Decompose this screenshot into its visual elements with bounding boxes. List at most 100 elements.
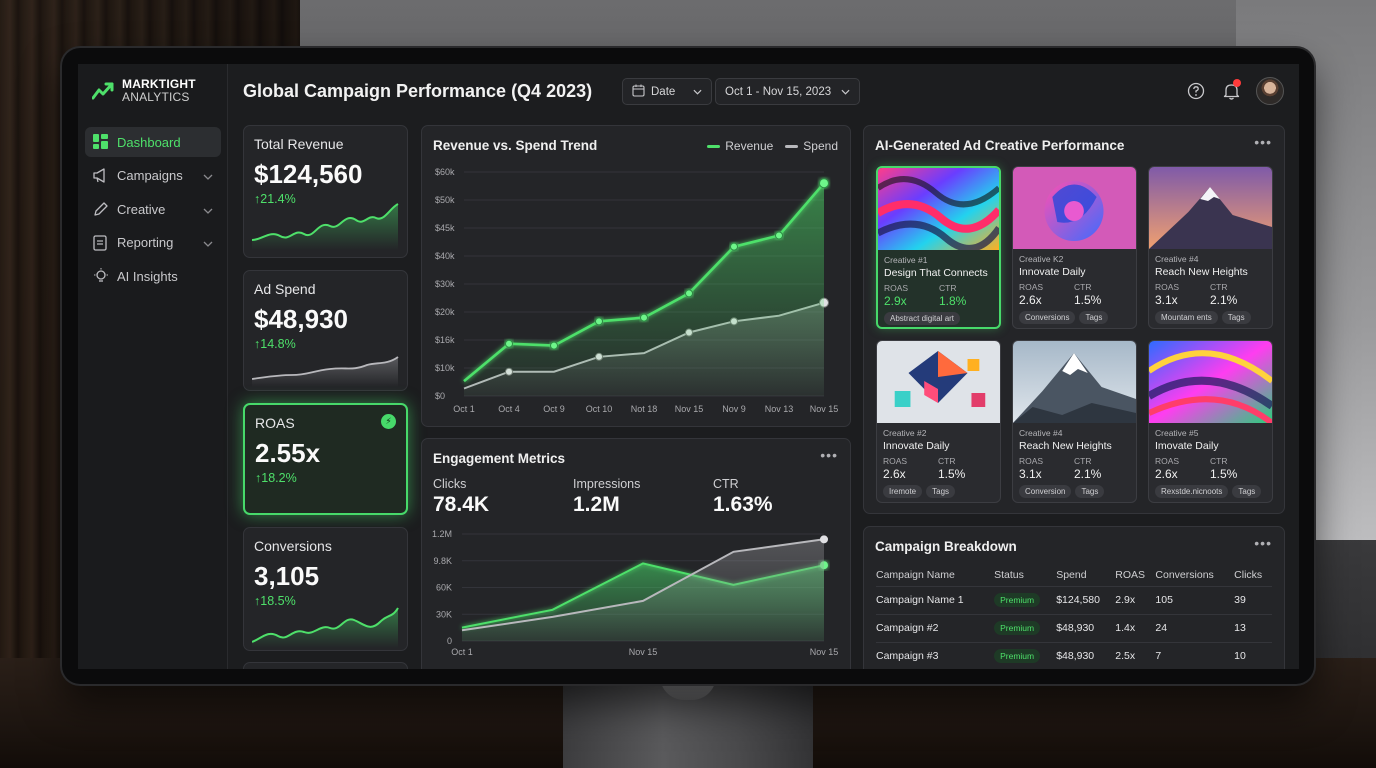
creative-tag[interactable]: Rexstde.nicnoots bbox=[1155, 485, 1229, 498]
help-icon[interactable] bbox=[1185, 80, 1207, 102]
creative-tag[interactable]: Tags bbox=[1075, 485, 1105, 498]
x-tick-label: Oct 9 bbox=[543, 404, 565, 414]
data-point[interactable] bbox=[819, 178, 829, 189]
creative-tag[interactable]: Iremote bbox=[883, 485, 923, 498]
column-header[interactable]: Conversions bbox=[1155, 568, 1214, 581]
engagement-chart[interactable]: 0 30K 60K 9.8K 1.2M Oct 1 Nov 15 Nov 15 bbox=[422, 439, 852, 669]
revenue-spend-chart[interactable]: $0 $10k $16k $20k $30k $40k $45k $50k $60k Oct 1 O… bbox=[422, 126, 852, 428]
data-point[interactable] bbox=[730, 242, 738, 251]
creative-card[interactable]: Creative #4 Reach New Heights ROAS CTR 3… bbox=[1148, 166, 1273, 329]
sidebar-nav: Dashboard Campaigns Creative bbox=[85, 127, 221, 295]
creative-thumbnail bbox=[1013, 167, 1136, 249]
data-point[interactable] bbox=[775, 231, 783, 240]
kpi-card-revenue[interactable]: Total Revenue $124,560 ↑21.4% bbox=[243, 125, 408, 258]
creative-card[interactable]: Creative #4 Reach New Heights ROAS CTR 3… bbox=[1012, 340, 1137, 503]
y-tick-label: $45k bbox=[435, 223, 455, 233]
more-options-icon[interactable]: ••• bbox=[820, 447, 838, 463]
creative-ctr-label: CTR bbox=[939, 283, 957, 293]
creative-ctr-value: 2.1% bbox=[1210, 293, 1238, 307]
campaign-breakdown-panel: Campaign Breakdown ••• Campaign Name Stat… bbox=[863, 526, 1285, 669]
spend-sparkline bbox=[252, 356, 399, 387]
chevron-down-icon bbox=[841, 86, 850, 98]
creative-tag[interactable]: Tags bbox=[1232, 485, 1262, 498]
creative-id: Creative K2 bbox=[1019, 254, 1064, 264]
data-point[interactable] bbox=[820, 535, 828, 544]
table-header-row: Campaign Name Status Spend ROAS Conversions C… bbox=[876, 564, 1272, 586]
table-cell: Campaign #3 bbox=[876, 641, 995, 669]
legend-item-spend[interactable]: Spend bbox=[785, 139, 838, 153]
column-header[interactable]: Campaign Name bbox=[876, 568, 955, 581]
creative-tag[interactable]: Conversion bbox=[1019, 485, 1072, 498]
conversions-sparkline bbox=[252, 607, 399, 648]
metric-label: Clicks bbox=[433, 477, 467, 491]
data-point[interactable] bbox=[685, 289, 693, 298]
x-tick-label: Oct 4 bbox=[498, 404, 520, 414]
kpi-card-roas[interactable]: ROAS ⚡ 2.55x ↑18.2% bbox=[243, 403, 408, 515]
sidebar-item-creative[interactable]: Creative bbox=[85, 194, 221, 224]
creative-tag[interactable]: Mountam ents bbox=[1155, 311, 1218, 324]
app-logo[interactable]: MARKTIGHT ANALYTICS bbox=[92, 78, 196, 104]
column-header[interactable]: Status bbox=[994, 568, 1024, 581]
sidebar-item-label: AI Insights bbox=[117, 268, 178, 284]
data-point[interactable] bbox=[640, 313, 648, 322]
kpi-card-partial bbox=[243, 662, 408, 669]
sidebar-item-label: Dashboard bbox=[117, 134, 181, 150]
data-point[interactable] bbox=[505, 339, 513, 348]
data-point[interactable] bbox=[550, 341, 558, 350]
table-row[interactable]: Campaign #3 Premium $48,930 2.5x 7 10 bbox=[876, 641, 1272, 669]
more-options-icon[interactable]: ••• bbox=[1254, 535, 1272, 551]
table-row[interactable]: Campaign Name 1 Premium $124,580 2.9x 105 39 bbox=[876, 585, 1272, 614]
date-range-select[interactable]: Oct 1 - Nov 15, 2023 bbox=[715, 78, 861, 105]
series-line-impressions[interactable] bbox=[461, 538, 825, 632]
creative-card[interactable]: Creative #5 Imovate Daily ROAS CTR 2.6x … bbox=[1148, 340, 1273, 503]
date-range-label: Oct 1 - Nov 15, 2023 bbox=[725, 85, 832, 98]
data-point[interactable] bbox=[595, 317, 603, 326]
more-options-icon[interactable]: ••• bbox=[1254, 134, 1272, 150]
sidebar-item-reporting[interactable]: Reporting bbox=[85, 228, 221, 258]
x-tick-label: Nov 15 bbox=[675, 404, 704, 414]
kpi-value: 2.55x bbox=[255, 438, 321, 468]
creative-tag[interactable]: Abstract digital art bbox=[884, 312, 961, 325]
creative-roas-value: 2.6x bbox=[883, 467, 906, 481]
sidebar-item-dashboard[interactable]: Dashboard bbox=[85, 127, 221, 157]
creative-roas-label: ROAS bbox=[1019, 456, 1044, 466]
table-row[interactable]: Campaign #2 Premium $48,930 1.4x 24 13 bbox=[876, 613, 1272, 642]
table-cell: 105 bbox=[1155, 585, 1235, 614]
notification-bell-icon[interactable] bbox=[1220, 79, 1242, 102]
sidebar-item-campaigns[interactable]: Campaigns bbox=[85, 161, 221, 191]
panel-title: AI-Generated Ad Creative Performance bbox=[875, 138, 1125, 153]
creative-card[interactable]: Creative K2 Innovate Daily ROAS CTR 2.6x… bbox=[1012, 166, 1137, 329]
legend-item-revenue[interactable]: Revenue bbox=[707, 139, 773, 153]
kpi-card-ad-spend[interactable]: Ad Spend $48,930 ↑14.8% bbox=[243, 270, 408, 391]
kpi-card-conversions[interactable]: Conversions 3,105 ↑18.5% bbox=[243, 527, 408, 651]
status-badge: Premium bbox=[994, 649, 1041, 664]
column-header[interactable]: Clicks bbox=[1234, 568, 1263, 581]
table-cell: 10 bbox=[1234, 641, 1272, 669]
y-tick-label: 9.8K bbox=[433, 556, 452, 566]
metric-value: 1.63% bbox=[713, 493, 773, 516]
logo-line-1: MARKTIGHT bbox=[122, 77, 196, 91]
sidebar-item-ai-insights[interactable]: AI Insights bbox=[85, 261, 221, 291]
creative-tag[interactable]: Tags bbox=[1079, 311, 1109, 324]
column-header[interactable]: ROAS bbox=[1115, 568, 1146, 581]
creative-tag[interactable]: Conversions bbox=[1019, 311, 1076, 324]
kpi-label: ROAS bbox=[255, 415, 295, 431]
pen-icon bbox=[93, 201, 109, 217]
y-tick-label: 60K bbox=[436, 583, 452, 593]
creative-card[interactable]: Creative #2 Innovate Daily ROAS CTR 2.6x… bbox=[876, 340, 1001, 503]
column-header[interactable]: Spend bbox=[1056, 568, 1087, 581]
creative-tag[interactable]: Tags bbox=[926, 485, 956, 498]
report-icon bbox=[93, 235, 109, 251]
logo-line-2: ANALYTICS bbox=[122, 90, 190, 104]
y-tick-label: $0 bbox=[435, 391, 445, 401]
creative-ctr-value: 1.8% bbox=[939, 294, 967, 308]
x-tick-label: Nov 15 bbox=[629, 647, 658, 657]
chevron-down-icon bbox=[203, 168, 213, 183]
creative-card[interactable]: Creative #1 Design That Connects ROAS CT… bbox=[876, 166, 1001, 329]
user-avatar[interactable] bbox=[1256, 77, 1284, 105]
kpi-change-value: 18.5% bbox=[260, 594, 296, 608]
y-tick-label: $10k bbox=[435, 363, 455, 373]
date-filter-button[interactable]: Date bbox=[622, 78, 713, 105]
table-cell: 1.4x bbox=[1115, 613, 1156, 642]
creative-tag[interactable]: Tags bbox=[1221, 311, 1251, 324]
